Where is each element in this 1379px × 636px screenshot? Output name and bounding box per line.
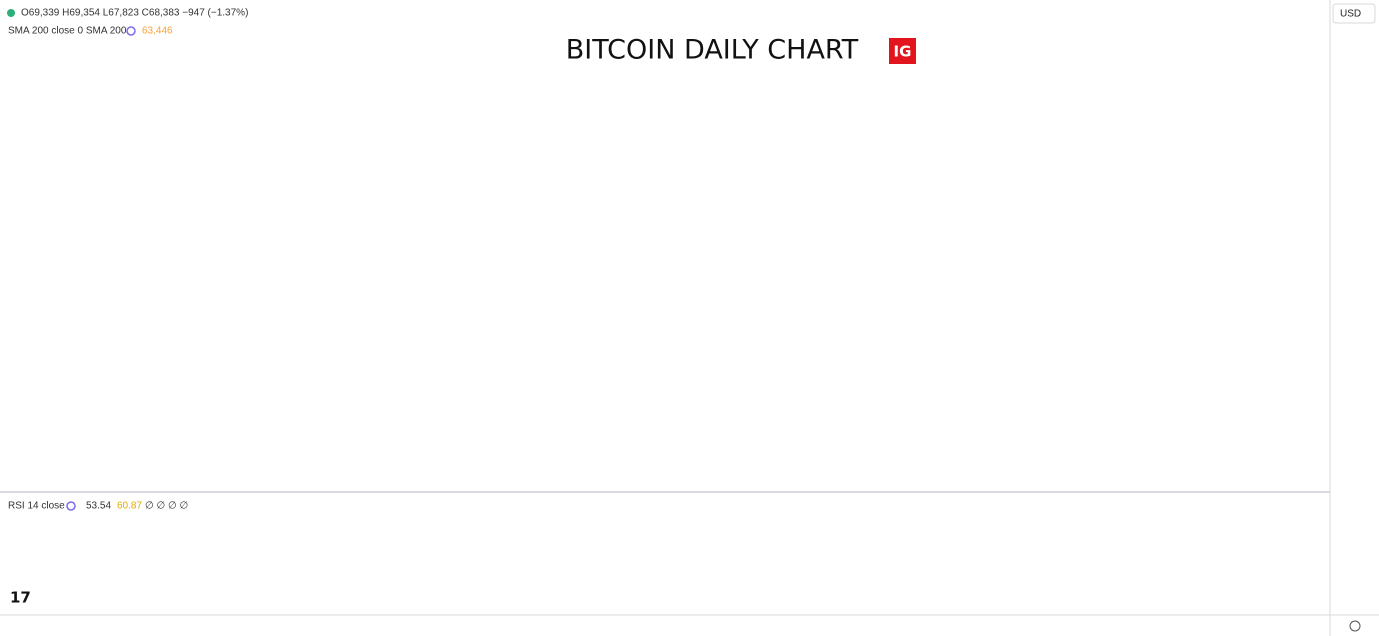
settings-icon[interactable] (1349, 620, 1361, 632)
visibility-icon[interactable] (126, 26, 136, 36)
rsi-ma-value: 60.87 (117, 501, 142, 512)
tv-logo: 17 (10, 589, 31, 607)
ohlc-header: O69,339 H69,354 L67,823 C68,383 −947 (−1… (21, 8, 248, 19)
currency: USD (1340, 9, 1361, 20)
visibility-icon[interactable] (66, 501, 76, 511)
sma-value: 63,446 (142, 26, 173, 37)
rsi-value: 53.54 (86, 501, 111, 512)
status-icon (7, 9, 15, 17)
rsi-extra: ∅ ∅ ∅ ∅ (145, 501, 188, 512)
logo: IG (894, 43, 912, 61)
sma-header: SMA 200 close 0 SMA 200 (8, 26, 127, 37)
rsi-header: RSI 14 close (8, 501, 65, 512)
logo-box (889, 38, 916, 64)
chart-title: BITCOIN DAILY CHART (566, 35, 859, 66)
currency-button[interactable] (1332, 3, 1376, 24)
